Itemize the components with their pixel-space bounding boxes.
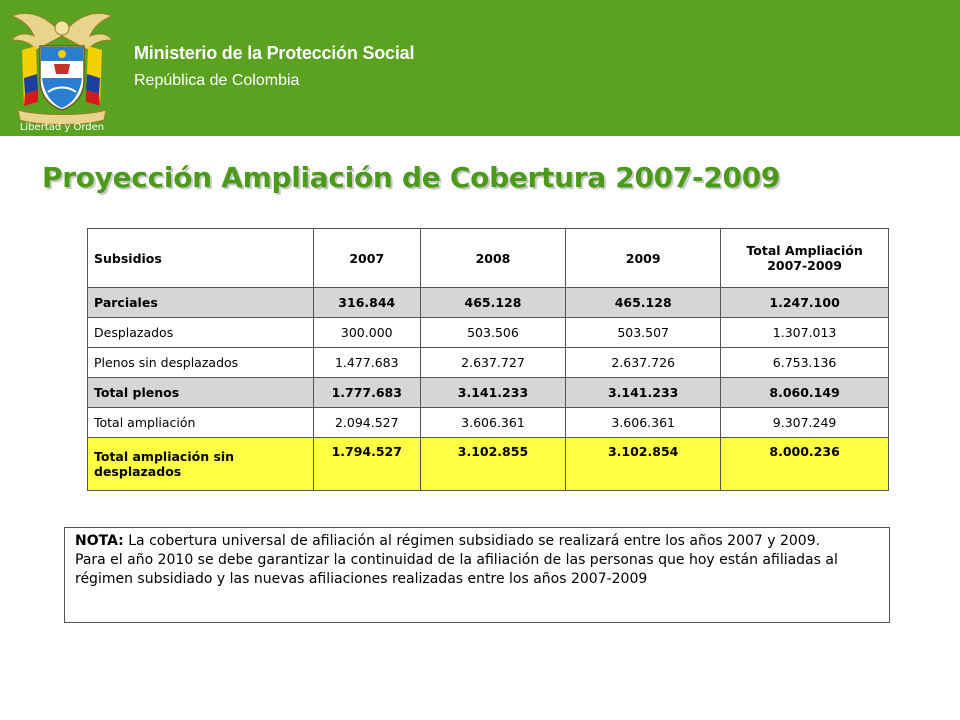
table-header-row: Subsidios 2007 2008 2009 Total Ampliació… — [87, 228, 889, 288]
page-title: Proyección Ampliación de Cobertura 2007-… — [42, 161, 781, 194]
cell-total: 1.307.013 — [720, 317, 889, 348]
table-row: Plenos sin desplazados 1.477.683 2.637.7… — [87, 347, 889, 378]
header-subsidios: Subsidios — [87, 228, 314, 288]
cell-2008: 503.506 — [419, 317, 567, 348]
table-row: Parciales 316.844 465.128 465.128 1.247.… — [87, 287, 889, 318]
coat-of-arms-logo: Libertad y Orden — [10, 13, 114, 132]
note-line-2: Para el año 2010 se debe garantizar la c… — [75, 552, 838, 587]
cell-2007: 1.477.683 — [312, 347, 421, 378]
header-total: Total Ampliación 2007-2009 — [720, 228, 889, 288]
table-row: Total plenos 1.777.683 3.141.233 3.141.2… — [87, 377, 889, 408]
cell-2007: 2.094.527 — [312, 407, 421, 438]
cell-2009: 2.637.726 — [565, 347, 722, 378]
row-label: Parciales — [87, 287, 314, 318]
note-box: NOTA: La cobertura universal de afiliaci… — [64, 527, 890, 623]
ministry-name: Ministerio de la Protección Social — [134, 43, 415, 63]
header-2009: 2009 — [565, 228, 722, 288]
coverage-table: Subsidios 2007 2008 2009 Total Ampliació… — [87, 228, 889, 491]
cell-2009: 3.141.233 — [565, 377, 722, 408]
header-bar: Libertad y Orden Ministerio de la Protec… — [0, 0, 960, 136]
emblem-motto: Libertad y Orden — [20, 122, 104, 132]
cell-2008: 3.102.855 — [419, 437, 567, 491]
cell-total: 8.000.236 — [720, 437, 889, 491]
cell-2007: 1.794.527 — [312, 437, 421, 491]
row-label: Desplazados — [87, 317, 314, 348]
row-label: Plenos sin desplazados — [87, 347, 314, 378]
cell-2008: 2.637.727 — [419, 347, 567, 378]
cell-total: 1.247.100 — [720, 287, 889, 318]
note-label: NOTA: — [75, 533, 124, 549]
header-2007: 2007 — [312, 228, 421, 288]
row-label: Total plenos — [87, 377, 314, 408]
cell-total: 9.307.249 — [720, 407, 889, 438]
cell-2009: 3.606.361 — [565, 407, 722, 438]
cell-2007: 316.844 — [312, 287, 421, 318]
cell-2008: 465.128 — [419, 287, 567, 318]
table-row: Desplazados 300.000 503.506 503.507 1.30… — [87, 317, 889, 348]
cell-2007: 300.000 — [312, 317, 421, 348]
header-2008: 2008 — [419, 228, 567, 288]
cell-2007: 1.777.683 — [312, 377, 421, 408]
country-name: República de Colombia — [134, 72, 300, 89]
table-row: Total ampliación sin desplazados 1.794.5… — [87, 437, 889, 491]
cell-2009: 465.128 — [565, 287, 722, 318]
cell-total: 8.060.149 — [720, 377, 889, 408]
cell-2008: 3.606.361 — [419, 407, 567, 438]
row-label: Total ampliación sin desplazados — [87, 437, 314, 491]
row-label: Total ampliación — [87, 407, 314, 438]
cell-total: 6.753.136 — [720, 347, 889, 378]
note-line-1: La cobertura universal de afiliación al … — [128, 533, 821, 549]
table-row: Total ampliación 2.094.527 3.606.361 3.6… — [87, 407, 889, 438]
cell-2009: 3.102.854 — [565, 437, 722, 491]
cell-2008: 3.141.233 — [419, 377, 567, 408]
cell-2009: 503.507 — [565, 317, 722, 348]
